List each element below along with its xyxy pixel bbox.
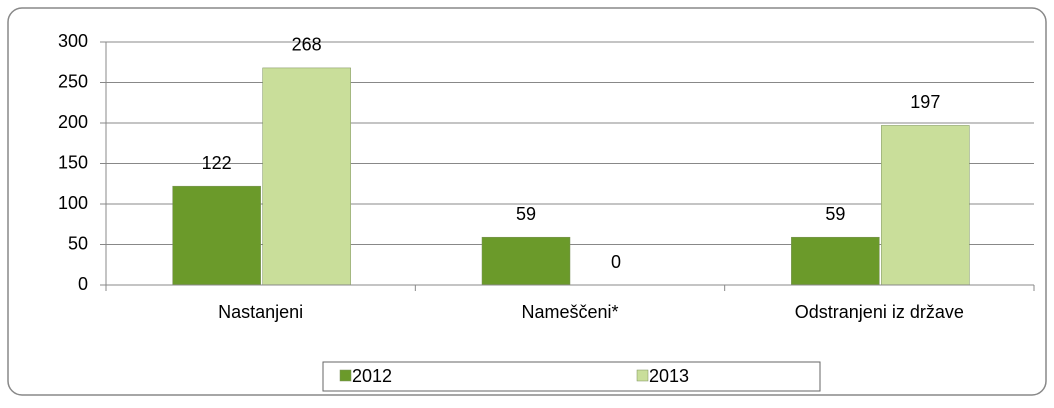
bar: [881, 125, 970, 286]
bar: [791, 236, 880, 286]
y-tick-label: 0: [78, 274, 88, 294]
x-tick-label: Nameščeni*: [521, 302, 618, 322]
bar: [481, 236, 571, 286]
y-tick-label: 200: [58, 112, 88, 132]
y-tick-label: 100: [58, 193, 88, 213]
value-label: 59: [825, 204, 845, 224]
y-tick-label: 150: [58, 152, 88, 172]
x-tick-label: Odstranjeni iz države: [795, 302, 964, 322]
value-label: 0: [611, 252, 621, 272]
bar: [172, 185, 261, 286]
legend-label: 2013: [649, 366, 689, 386]
legend-swatch: [636, 369, 649, 382]
bar: [262, 67, 351, 286]
y-tick-label: 50: [68, 233, 88, 253]
y-tick-label: 250: [58, 71, 88, 91]
y-tick-label: 300: [58, 31, 88, 51]
x-tick-label: Nastanjeni: [218, 302, 303, 322]
legend-swatch: [339, 369, 352, 382]
value-label: 122: [202, 153, 232, 173]
legend-label: 2012: [352, 366, 392, 386]
legend-box: [322, 361, 821, 392]
value-label: 59: [516, 204, 536, 224]
value-label: 268: [292, 35, 322, 55]
value-label: 197: [910, 92, 940, 112]
